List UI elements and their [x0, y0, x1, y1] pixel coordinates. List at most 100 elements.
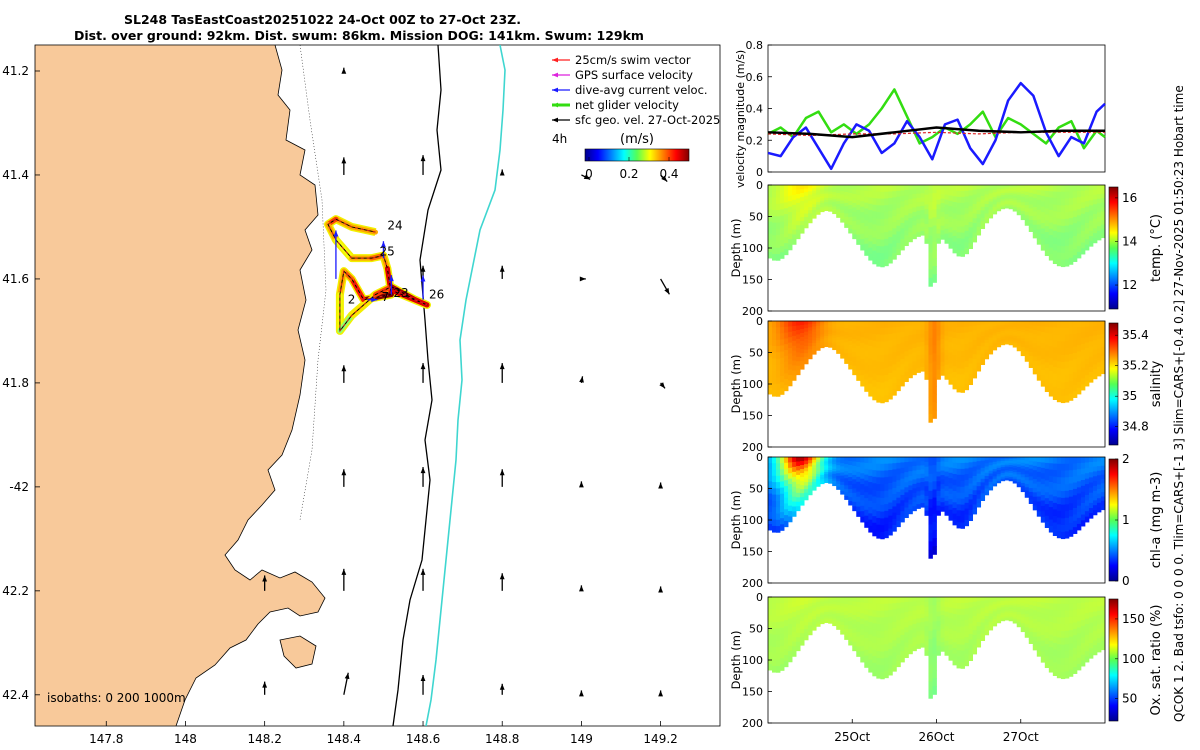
section-cell	[836, 201, 841, 205]
section-cell	[772, 653, 777, 661]
section-cell	[1032, 356, 1038, 362]
section-cell	[820, 187, 825, 190]
section-cell	[952, 659, 957, 666]
section-cell	[796, 198, 801, 204]
section-cell	[1020, 352, 1026, 357]
section-cell	[1056, 623, 1062, 632]
section-cell	[944, 481, 949, 487]
section-cell	[1064, 341, 1070, 349]
section-cell	[896, 509, 901, 516]
section-cell	[904, 607, 909, 613]
section-cell	[908, 466, 913, 472]
section-cell	[812, 187, 817, 191]
section-cell	[1084, 348, 1090, 354]
section-cell	[868, 371, 873, 378]
section-cell	[796, 229, 801, 235]
section-cell	[1032, 614, 1038, 620]
section-cell	[944, 635, 949, 642]
section-cell	[864, 344, 869, 351]
depth-tick-label: 50	[749, 623, 763, 636]
section-cell	[1016, 197, 1022, 201]
section-cell	[948, 331, 953, 338]
section-cell	[952, 247, 957, 254]
section-cell	[872, 250, 877, 258]
section-cell	[768, 245, 773, 253]
section-cell	[928, 532, 933, 542]
section-cell	[896, 643, 901, 650]
section-cell	[908, 504, 913, 510]
section-cell	[860, 239, 865, 246]
section-cell	[920, 626, 925, 631]
section-cell	[1100, 636, 1106, 642]
section-cell	[780, 463, 785, 470]
section-cell	[780, 469, 785, 476]
section-cell	[1084, 195, 1090, 202]
section-cell	[1048, 519, 1054, 527]
section-cell	[1096, 348, 1102, 354]
section-cell	[824, 474, 829, 477]
section-cell	[1036, 506, 1042, 512]
section-cell	[856, 636, 861, 642]
section-cell	[804, 467, 809, 472]
section-cell	[912, 497, 917, 503]
section-cell	[988, 610, 994, 614]
section-cell	[812, 334, 817, 339]
section-cell	[892, 351, 897, 359]
section-cell	[1004, 597, 1010, 600]
section-cell	[772, 507, 777, 514]
section-cell	[900, 244, 905, 251]
section-cell	[1092, 213, 1098, 220]
section-cell	[812, 484, 817, 488]
section-cell	[888, 360, 893, 367]
section-cell	[980, 357, 986, 362]
section-cell	[900, 358, 905, 365]
vel-tick-label: 0.2	[746, 134, 764, 147]
section-cell	[828, 204, 833, 208]
section-cell	[1012, 204, 1018, 208]
section-cell	[1068, 185, 1074, 193]
section-cell	[780, 609, 785, 616]
section-cell	[920, 185, 925, 190]
section-cell	[1080, 231, 1086, 238]
section-cell	[1100, 640, 1106, 646]
section-cell	[876, 664, 881, 672]
section-cell	[928, 516, 933, 525]
section-cell	[1060, 504, 1066, 512]
section-cell	[836, 214, 841, 218]
section-cell	[1064, 624, 1070, 632]
section-cell	[1040, 239, 1046, 246]
section-cell	[988, 605, 994, 609]
section-cell	[988, 340, 994, 344]
section-cell	[900, 511, 905, 517]
section-cell	[932, 489, 937, 498]
section-cell	[936, 369, 941, 375]
section-cell	[792, 229, 797, 235]
section-cell	[1016, 619, 1022, 623]
section-cell	[964, 384, 969, 391]
section-cell	[932, 258, 937, 267]
section-cell	[1096, 457, 1102, 462]
section-cell	[1040, 467, 1046, 474]
section-cell	[832, 187, 837, 191]
section-cell	[1068, 367, 1074, 375]
section-cell	[960, 638, 965, 646]
section-cell	[828, 200, 833, 203]
section-cell	[816, 323, 821, 327]
section-cell	[1052, 483, 1058, 491]
section-cell	[920, 638, 925, 644]
section-cell	[1088, 508, 1094, 514]
section-cell	[956, 386, 961, 393]
section-cell	[928, 329, 933, 339]
section-cell	[952, 235, 957, 243]
section-cell	[1008, 600, 1014, 604]
section-cell	[896, 361, 901, 368]
section-cell	[808, 339, 813, 344]
section-cell	[792, 601, 797, 608]
section-cell	[880, 198, 885, 206]
section-cell	[1064, 610, 1070, 618]
section-cell	[1032, 233, 1038, 239]
section-cell	[872, 623, 877, 631]
section-cell	[948, 237, 953, 244]
section-cell	[1076, 615, 1082, 622]
section-cell	[868, 235, 873, 242]
